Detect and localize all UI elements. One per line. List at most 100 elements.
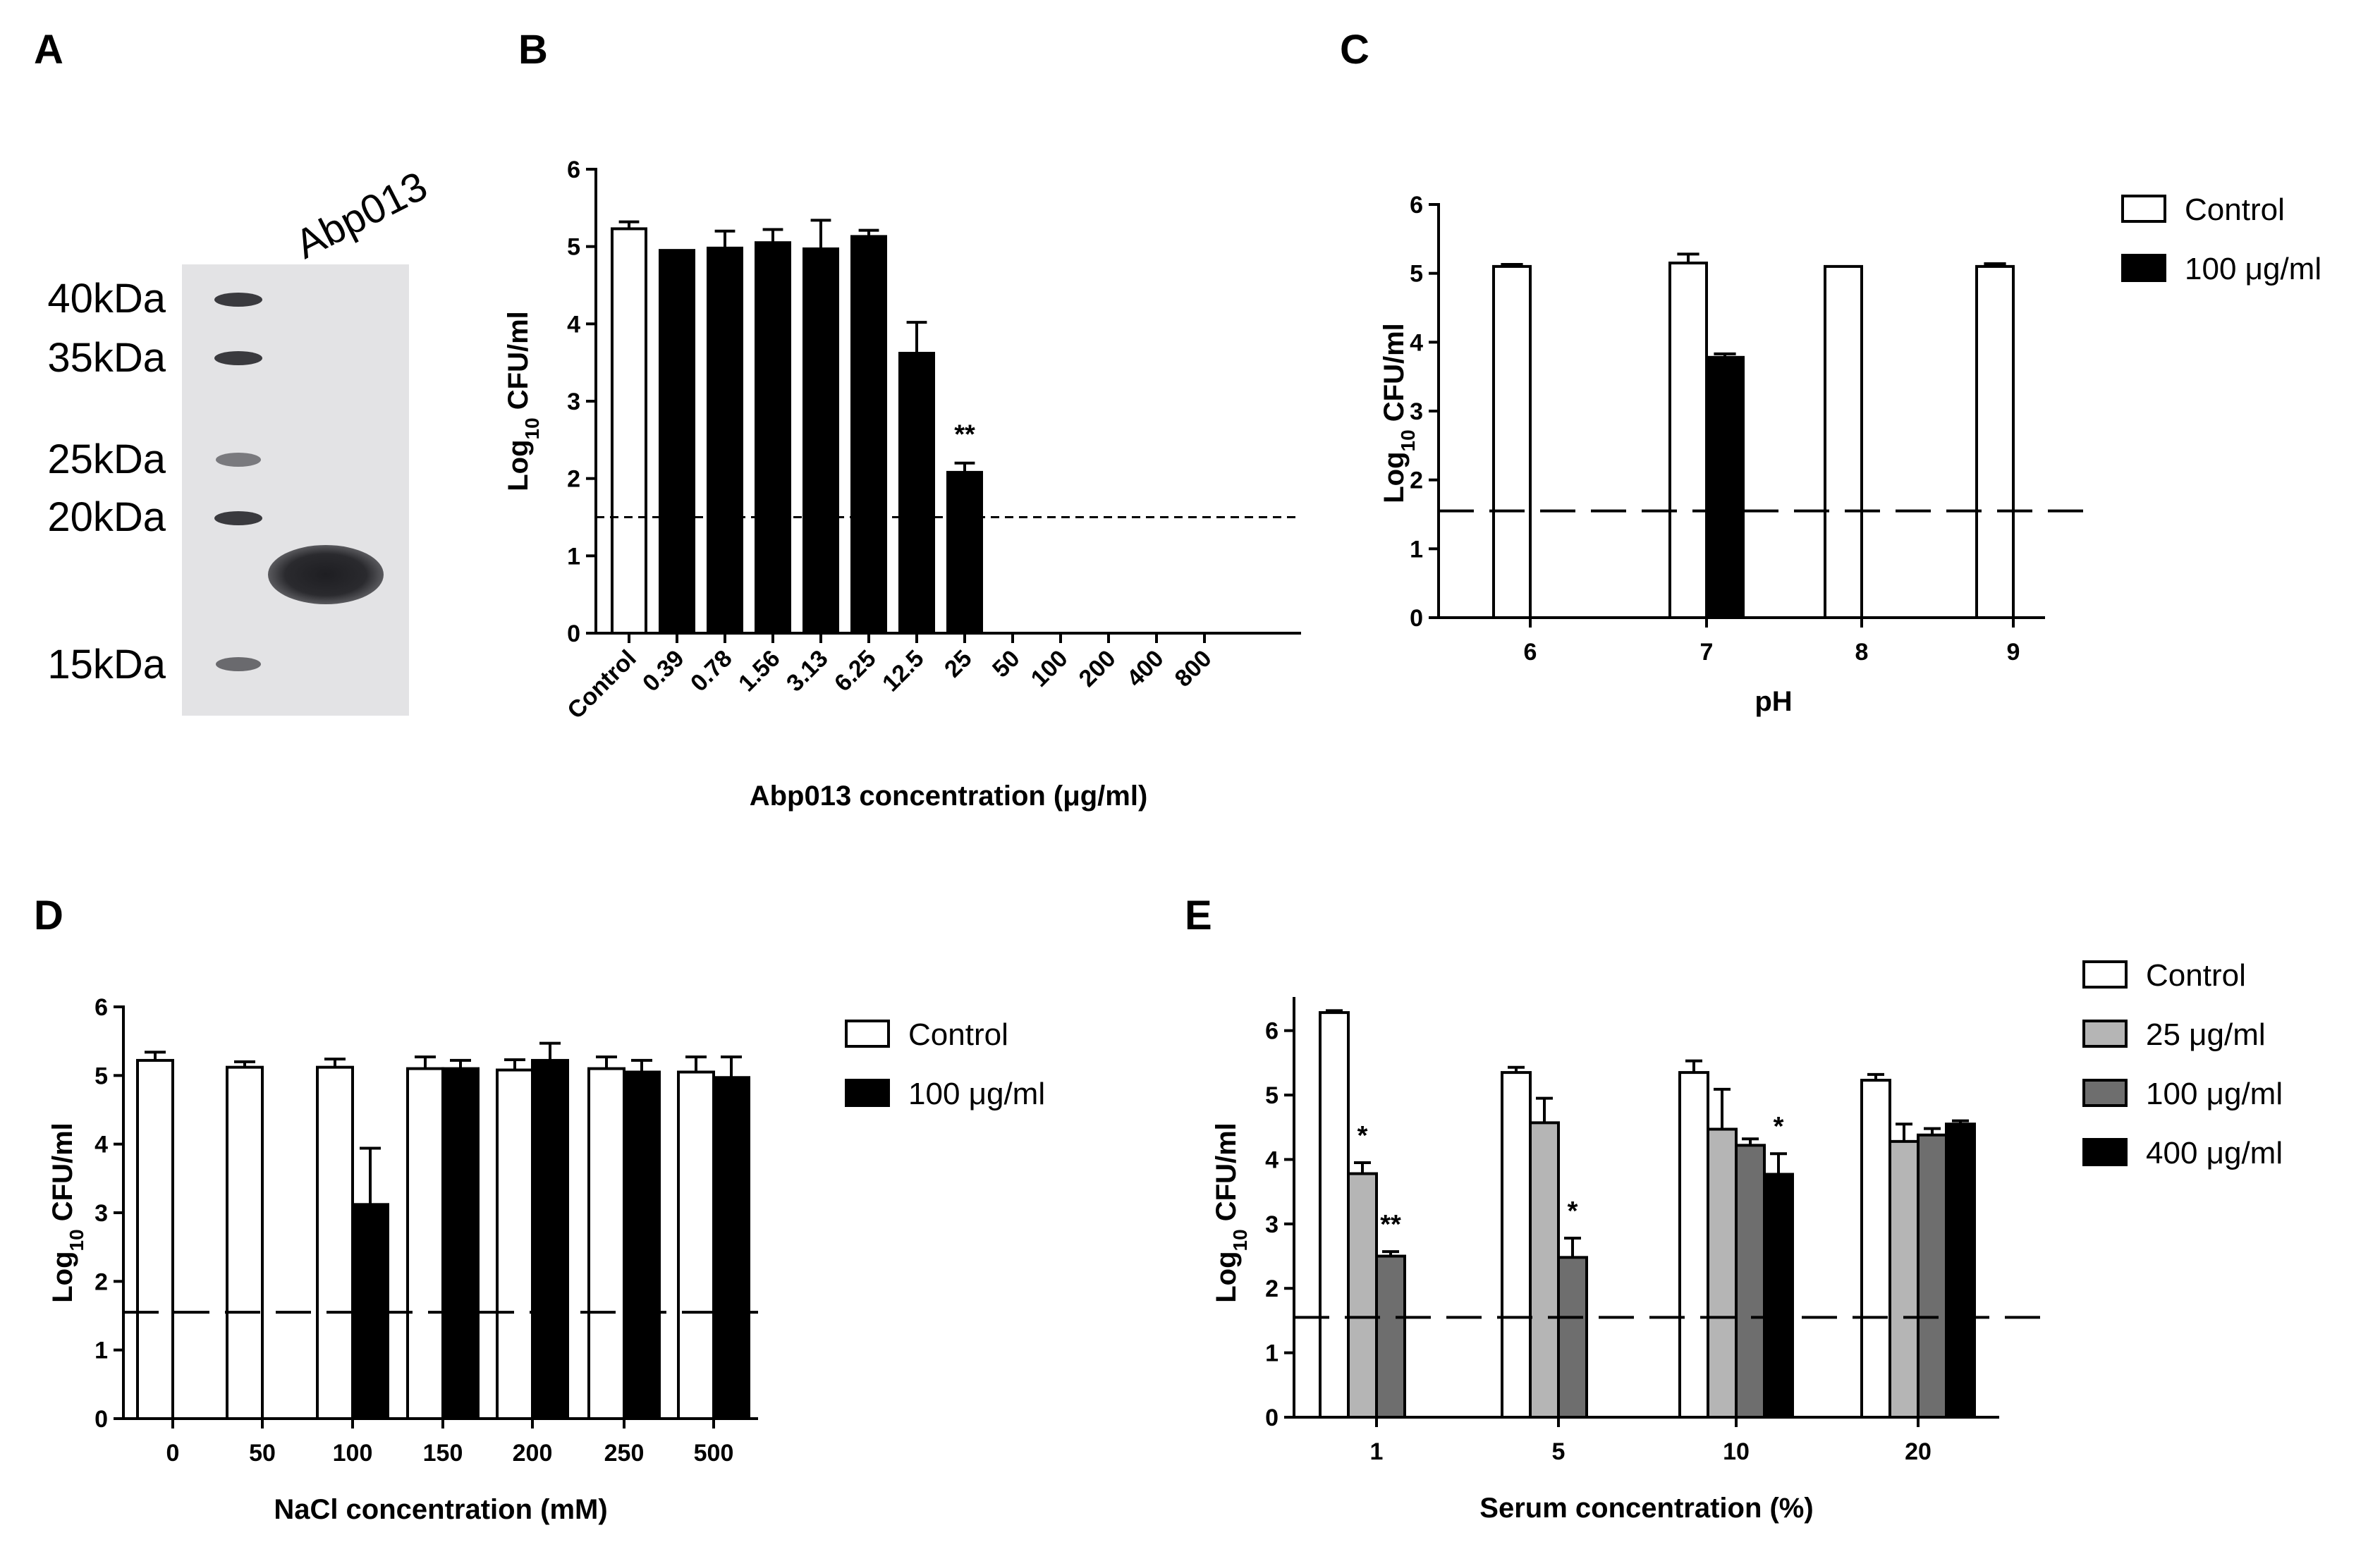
- bar: [136, 1058, 174, 1421]
- bar: [659, 249, 695, 635]
- x-tick-label: 0.39: [637, 645, 690, 697]
- y-tick-label: 0: [94, 1406, 108, 1433]
- bar: [1347, 1172, 1378, 1419]
- x-tick-label: 6: [1524, 639, 1537, 666]
- legend-swatch: [845, 1079, 890, 1107]
- panel-letter-e: E: [1185, 893, 1212, 938]
- legend-label: Control: [2146, 958, 2246, 993]
- legend-label: 100 μg/ml: [908, 1077, 1045, 1111]
- x-tick-label: 50: [987, 645, 1025, 683]
- bar: [1492, 264, 1532, 619]
- y-tick-label: 2: [94, 1268, 108, 1295]
- gel-image: [182, 264, 409, 716]
- legend-label: Control: [2185, 192, 2285, 227]
- bar: [441, 1067, 480, 1420]
- y-tick-label: 3: [1410, 398, 1423, 425]
- legend-swatch: [2082, 1138, 2128, 1166]
- bar: [1668, 262, 1708, 619]
- x-tick-label: 7: [1700, 639, 1714, 666]
- y-tick-label: 4: [1265, 1146, 1279, 1173]
- y-tick-label: 6: [1265, 1018, 1279, 1045]
- x-tick-label: 20: [1905, 1438, 1932, 1465]
- bar: [587, 1067, 625, 1420]
- bar: [623, 1070, 661, 1420]
- bar: [1319, 1011, 1350, 1419]
- x-tick-label: 50: [249, 1440, 276, 1467]
- x-tick-label: 25: [939, 645, 977, 683]
- bar: [1975, 264, 2015, 619]
- y-tick-label: 1: [94, 1338, 108, 1364]
- gel-marker-label: 25kDa: [47, 436, 166, 482]
- legend-label: Control: [908, 1017, 1008, 1052]
- x-tick-label: Control: [562, 645, 641, 724]
- y-tick-label: 0: [1410, 605, 1423, 632]
- gel-marker-label: 15kDa: [47, 642, 166, 687]
- x-tick-label: 6.25: [829, 645, 881, 697]
- bar: [850, 235, 887, 635]
- bar: [1529, 1121, 1560, 1419]
- bar: [226, 1065, 264, 1420]
- gel-ladder-band: [214, 511, 262, 525]
- gel-panel: 40kDa 35kDa 25kDa 20kDa 15kDa Abp013: [47, 163, 434, 716]
- gel-marker-label: 40kDa: [47, 276, 166, 322]
- x-tick-label: 9: [2007, 639, 2020, 666]
- legend-label: 25 μg/ml: [2146, 1017, 2266, 1052]
- y-tick-label: 1: [1265, 1340, 1279, 1367]
- y-tick-label: 2: [1265, 1275, 1279, 1302]
- legend-swatch: [2121, 195, 2166, 223]
- bar: [803, 247, 839, 635]
- gel-ladder-band: [214, 293, 262, 307]
- y-tick-label: 3: [1265, 1211, 1279, 1238]
- bar: [755, 241, 791, 635]
- x-tick-label: 200: [1074, 645, 1121, 692]
- x-tick-label: 1: [1370, 1438, 1384, 1465]
- y-axis-label: Log10 CFU/ml: [47, 1122, 87, 1303]
- x-axis-label: Serum concentration (%): [1479, 1493, 1813, 1524]
- y-axis-label: Log10 CFU/ml: [503, 311, 543, 491]
- x-tick-label: 0: [166, 1440, 180, 1467]
- legend-swatch: [845, 1020, 890, 1048]
- x-axis-label: NaCl concentration (mM): [274, 1494, 607, 1525]
- significance-marker: **: [954, 420, 975, 450]
- x-tick-label: 100: [1026, 645, 1073, 692]
- gel-lane-label: Abp013: [288, 163, 434, 268]
- x-tick-label: 800: [1170, 645, 1217, 692]
- x-tick-label: 1.56: [733, 645, 786, 697]
- panel-letter-d: D: [34, 893, 63, 938]
- bar: [1705, 355, 1745, 619]
- legend-swatch: [2121, 254, 2166, 282]
- bar: [946, 470, 983, 635]
- bar: [1763, 1173, 1794, 1419]
- y-tick-label: 5: [94, 1063, 108, 1089]
- y-tick-label: 2: [1410, 467, 1423, 494]
- y-tick-label: 3: [567, 388, 580, 415]
- y-axis-label: Log10 CFU/ml: [1379, 323, 1419, 503]
- y-tick-label: 0: [1265, 1405, 1279, 1431]
- chart-c: 0 1 2 3 4 5 6 6 7 8 9 Log10 CFU/ml pH Control 100 μg/m…: [1379, 192, 2321, 717]
- bar: [1888, 1139, 1920, 1419]
- bar: [1917, 1133, 1948, 1419]
- gel-ladder-band: [214, 351, 262, 365]
- bar: [406, 1067, 444, 1420]
- x-axis-label: Abp013 concentration (μg/ml): [750, 781, 1148, 812]
- gel-marker-label: 20kDa: [47, 494, 166, 540]
- bar: [531, 1058, 569, 1421]
- bar: [611, 227, 647, 635]
- gel-protein-band: [268, 545, 384, 604]
- x-tick-label: 100: [333, 1440, 373, 1467]
- panel-letter-a: A: [34, 27, 63, 73]
- x-tick-label: 5: [1552, 1438, 1566, 1465]
- x-tick-label: 3.13: [781, 645, 834, 697]
- x-tick-label: 0.78: [685, 645, 738, 697]
- bar: [1735, 1144, 1766, 1419]
- bar: [1707, 1127, 1738, 1419]
- x-tick-label: 500: [694, 1440, 734, 1467]
- bar: [712, 1076, 750, 1420]
- y-tick-label: 3: [94, 1200, 108, 1227]
- y-tick-label: 1: [1410, 536, 1423, 563]
- legend-label: 100 μg/ml: [2146, 1077, 2283, 1111]
- bar: [1375, 1254, 1406, 1419]
- significance-marker: *: [1774, 1112, 1784, 1142]
- y-axis-label: Log10 CFU/ml: [1211, 1122, 1251, 1303]
